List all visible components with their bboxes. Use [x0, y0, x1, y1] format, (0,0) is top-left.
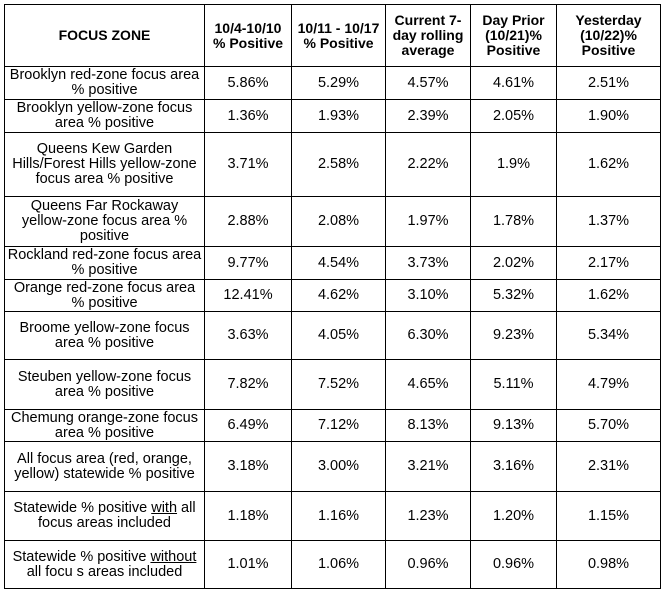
- value-cell: 4.79%: [556, 359, 661, 410]
- table-row: Brooklyn yellow-zone focus area % positi…: [4, 99, 661, 133]
- zone-cell: Queens Kew Garden Hills/Forest Hills yel…: [4, 132, 205, 197]
- table-row: Chemung orange-zone focus area % positiv…: [4, 409, 661, 442]
- value-cell: 5.29%: [291, 66, 386, 100]
- header-row: FOCUS ZONE 10/4-10/10 % Positive 10/11 -…: [4, 4, 661, 67]
- value-cell: 5.32%: [470, 279, 557, 312]
- header-week-2: 10/11 - 10/17 % Positive: [291, 4, 386, 67]
- value-cell: 3.21%: [385, 441, 471, 492]
- value-cell: 1.62%: [556, 279, 661, 312]
- value-cell: 7.12%: [291, 409, 386, 442]
- value-cell: 1.93%: [291, 99, 386, 133]
- value-cell: 3.10%: [385, 279, 471, 312]
- value-cell: 1.97%: [385, 196, 471, 247]
- table-row: Steuben yellow-zone focus area % positiv…: [4, 359, 661, 410]
- zone-cell: Orange red-zone focus area % positive: [4, 279, 205, 312]
- value-cell: 0.96%: [470, 540, 557, 589]
- value-cell: 7.52%: [291, 359, 386, 410]
- zone-cell: Statewide % positive without all focu s …: [4, 540, 205, 589]
- value-cell: 1.78%: [470, 196, 557, 247]
- zone-cell: Steuben yellow-zone focus area % positiv…: [4, 359, 205, 410]
- value-cell: 2.51%: [556, 66, 661, 100]
- value-cell: 4.61%: [470, 66, 557, 100]
- zone-cell: Brooklyn yellow-zone focus area % positi…: [4, 99, 205, 133]
- value-cell: 4.54%: [291, 246, 386, 280]
- zone-text: all focu s areas included: [26, 563, 183, 580]
- value-cell: 1.36%: [204, 99, 292, 133]
- value-cell: 2.17%: [556, 246, 661, 280]
- header-week-1: 10/4-10/10 % Positive: [204, 4, 292, 67]
- value-cell: 4.65%: [385, 359, 471, 410]
- value-cell: 2.88%: [204, 196, 292, 247]
- value-cell: 2.02%: [470, 246, 557, 280]
- value-cell: 3.73%: [385, 246, 471, 280]
- table-row: Orange red-zone focus area % positive 12…: [4, 279, 661, 312]
- value-cell: 2.58%: [291, 132, 386, 197]
- value-cell: 0.96%: [385, 540, 471, 589]
- value-cell: 1.90%: [556, 99, 661, 133]
- table-row: Queens Kew Garden Hills/Forest Hills yel…: [4, 132, 661, 197]
- zone-cell: Statewide % positive with all focus area…: [4, 491, 205, 541]
- value-cell: 8.13%: [385, 409, 471, 442]
- zone-text: Statewide % positive: [12, 548, 151, 565]
- value-cell: 12.41%: [204, 279, 292, 312]
- focus-zone-table: FOCUS ZONE 10/4-10/10 % Positive 10/11 -…: [4, 4, 661, 589]
- table-row: Queens Far Rockaway yellow-zone focus ar…: [4, 196, 661, 247]
- zone-emphasis: with: [151, 500, 178, 516]
- value-cell: 1.23%: [385, 491, 471, 541]
- value-cell: 5.70%: [556, 409, 661, 442]
- table-row: Statewide % positive with all focus area…: [4, 491, 661, 541]
- value-cell: 2.05%: [470, 99, 557, 133]
- value-cell: 1.9%: [470, 132, 557, 197]
- value-cell: 2.22%: [385, 132, 471, 197]
- value-cell: 3.71%: [204, 132, 292, 197]
- value-cell: 1.37%: [556, 196, 661, 247]
- value-cell: 6.49%: [204, 409, 292, 442]
- value-cell: 4.62%: [291, 279, 386, 312]
- zone-cell: Chemung orange-zone focus area % positiv…: [4, 409, 205, 442]
- value-cell: 5.86%: [204, 66, 292, 100]
- value-cell: 1.15%: [556, 491, 661, 541]
- header-focus-zone: FOCUS ZONE: [4, 4, 205, 67]
- value-cell: 1.62%: [556, 132, 661, 197]
- zone-emphasis: without: [150, 548, 197, 565]
- zone-cell: Brooklyn red-zone focus area % positive: [4, 66, 205, 100]
- table-row: Statewide % positive without all focu s …: [4, 540, 661, 589]
- value-cell: 1.06%: [291, 540, 386, 589]
- value-cell: 5.34%: [556, 311, 661, 360]
- value-cell: 9.23%: [470, 311, 557, 360]
- zone-text: all focus areas included: [38, 500, 196, 531]
- zone-cell: Rockland red-zone focus area % positive: [4, 246, 205, 280]
- value-cell: 2.08%: [291, 196, 386, 247]
- table-row: Broome yellow-zone focus area % positive…: [4, 311, 661, 360]
- value-cell: 1.20%: [470, 491, 557, 541]
- value-cell: 5.11%: [470, 359, 557, 410]
- value-cell: 2.31%: [556, 441, 661, 492]
- value-cell: 7.82%: [204, 359, 292, 410]
- value-cell: 3.00%: [291, 441, 386, 492]
- header-day-prior: Day Prior (10/21)% Positive: [470, 4, 557, 67]
- table-row: Brooklyn red-zone focus area % positive …: [4, 66, 661, 100]
- table-row: Rockland red-zone focus area % positive …: [4, 246, 661, 280]
- value-cell: 2.39%: [385, 99, 471, 133]
- zone-cell: All focus area (red, orange, yellow) sta…: [4, 441, 205, 492]
- value-cell: 3.16%: [470, 441, 557, 492]
- header-rolling-average: Current 7-day rolling average: [385, 4, 471, 67]
- zone-cell: Broome yellow-zone focus area % positive: [4, 311, 205, 360]
- value-cell: 4.57%: [385, 66, 471, 100]
- value-cell: 1.18%: [204, 491, 292, 541]
- value-cell: 9.77%: [204, 246, 292, 280]
- value-cell: 6.30%: [385, 311, 471, 360]
- value-cell: 3.18%: [204, 441, 292, 492]
- header-yesterday: Yesterday (10/22)% Positive: [556, 4, 661, 67]
- value-cell: 4.05%: [291, 311, 386, 360]
- value-cell: 0.98%: [556, 540, 661, 589]
- value-cell: 1.01%: [204, 540, 292, 589]
- value-cell: 1.16%: [291, 491, 386, 541]
- zone-cell: Queens Far Rockaway yellow-zone focus ar…: [4, 196, 205, 247]
- value-cell: 9.13%: [470, 409, 557, 442]
- table-row: All focus area (red, orange, yellow) sta…: [4, 441, 661, 492]
- value-cell: 3.63%: [204, 311, 292, 360]
- zone-text: Statewide % positive: [13, 500, 152, 516]
